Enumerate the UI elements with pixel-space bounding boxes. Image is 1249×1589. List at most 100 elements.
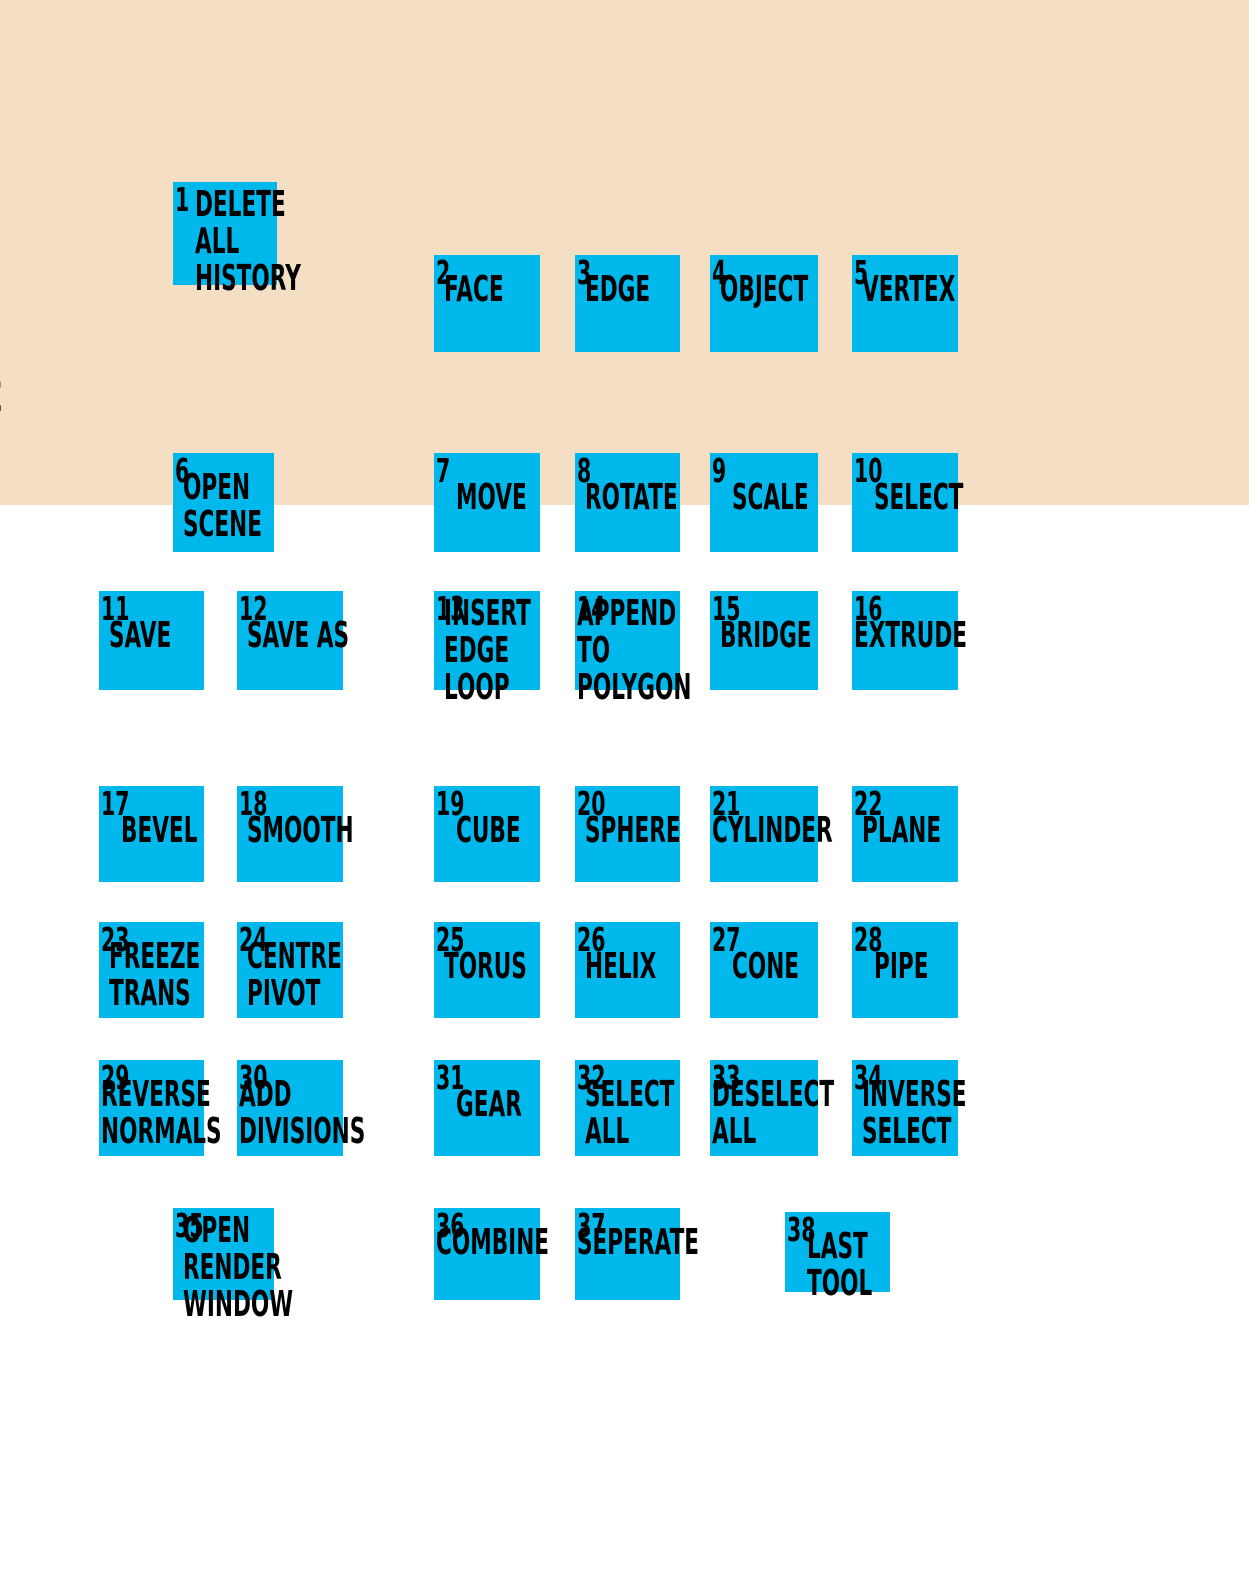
hotkey-tile[interactable]: 15 BRIDGE: [710, 591, 818, 690]
hotkey-tile-number: 13: [436, 589, 465, 628]
hotkey-tile[interactable]: 36 COMBINE: [434, 1206, 549, 1300]
hotkey-tile[interactable]: 11 SAVE: [99, 591, 204, 690]
hotkey-tile-label: INSERT EDGE LOOP: [444, 593, 531, 708]
hotkey-tile-number: 38: [787, 1210, 816, 1249]
hotkey-tile-label: REVERSE NORMALS: [101, 1074, 222, 1152]
hotkey-tile-number: 3: [577, 253, 592, 292]
hotkey-tile-number: 7: [436, 451, 451, 490]
hotkey-tile-number: 21: [712, 784, 741, 823]
hotkey-tile[interactable]: 16 EXTRUDE: [852, 589, 967, 690]
hotkey-tile-number: 6: [175, 451, 190, 490]
hotkey-tile-label: CENTRE PIVOT: [247, 936, 342, 1014]
hotkey-tile-number: 34: [854, 1058, 883, 1097]
hotkey-tile-number: 15: [712, 589, 741, 628]
hotkey-tile[interactable]: 24 CENTRE PIVOT: [237, 922, 343, 1018]
hotkey-tile[interactable]: 23 FREEZE TRANS: [99, 922, 204, 1018]
hotkey-tile-label: APPEND TO POLYGON: [577, 593, 692, 708]
hotkey-tile-label: EXTRUDE: [854, 615, 968, 656]
hotkey-tile-label: CUBE: [456, 810, 521, 851]
hotkey-tile-label: FACE: [444, 269, 504, 310]
hotkey-tile-number: 18: [239, 784, 268, 823]
hotkey-tile-label: OPEN SCENE: [183, 467, 263, 545]
hotkey-tile-label: VERTEX: [862, 269, 956, 310]
hotkey-tile[interactable]: 5 VERTEX: [852, 255, 958, 352]
hotkey-tile-number: 24: [239, 920, 268, 959]
hotkey-tile[interactable]: 6 OPEN SCENE: [173, 453, 274, 552]
hotkey-tile-number: 12: [239, 589, 268, 628]
hotkey-tile-number: 29: [101, 1058, 130, 1097]
hotkey-tile[interactable]: 33 DESELECT ALL: [710, 1058, 834, 1156]
hotkey-tile-number: 8: [577, 451, 592, 490]
hotkey-tile[interactable]: 38 LAST TOOL: [785, 1210, 890, 1302]
hotkey-tile-label: ADD DIVISIONS: [239, 1074, 366, 1152]
hotkey-tile-label: SELECT ALL: [585, 1074, 675, 1152]
hotkey-tile-label: SAVE: [109, 615, 172, 656]
hotkey-tile-label: HELIX: [585, 946, 657, 987]
hotkey-tile-label: OBJECT: [720, 269, 809, 310]
hotkey-tile-number: 10: [854, 451, 883, 490]
hotkey-tile-label: BEVEL: [121, 810, 198, 851]
hotkey-tile[interactable]: 29 REVERSE NORMALS: [99, 1058, 222, 1156]
hotkey-tile[interactable]: 1 DELETE ALL HISTORY: [173, 180, 301, 297]
hotkey-tile-number: 4: [712, 253, 727, 292]
hotkey-tile[interactable]: 28 PIPE: [852, 922, 958, 1018]
hotkey-tile[interactable]: 34 INVERSE SELECT: [852, 1058, 967, 1156]
hotkey-tile[interactable]: 26 HELIX: [575, 922, 680, 1018]
hotkey-tile-label: SMOOTH: [247, 810, 354, 851]
hotkey-tile-number: 36: [436, 1206, 465, 1245]
hotkey-tile[interactable]: 8 ROTATE: [575, 453, 680, 552]
hotkey-tile-label: FREEZE TRANS: [109, 936, 201, 1014]
hotkey-tile-number: 19: [436, 784, 465, 823]
hotkey-tile-label: PLANE: [862, 810, 942, 851]
hotkey-tile-number: 16: [854, 589, 883, 628]
hotkey-tile[interactable]: 19 CUBE: [434, 786, 540, 882]
hotkey-tile-label: SELECT: [874, 477, 964, 518]
hotkey-tile-label: ROTATE: [585, 477, 678, 518]
clipped-edge-letter: E: [0, 378, 2, 418]
hotkey-tile[interactable]: 17 BEVEL: [99, 786, 204, 882]
hotkey-tile-number: 9: [712, 451, 727, 490]
hotkey-tile-number: 11: [101, 589, 130, 628]
hotkey-tile[interactable]: 9 SCALE: [710, 453, 818, 552]
hotkey-tile[interactable]: 2 FACE: [434, 255, 540, 352]
hotkey-tile[interactable]: 14 APPEND TO POLYGON: [575, 589, 691, 706]
hotkey-tile-label: SEPERATE: [577, 1222, 700, 1263]
hotkey-tile-label: CYLINDER: [712, 810, 833, 851]
hotkey-tile-number: 20: [577, 784, 606, 823]
hotkey-tile-number: 14: [577, 589, 606, 628]
hotkey-tile[interactable]: 7 MOVE: [434, 453, 540, 552]
hotkey-tile-number: 35: [175, 1206, 204, 1245]
hotkey-tile-number: 23: [101, 920, 130, 959]
hotkey-tile-number: 33: [712, 1058, 741, 1097]
hotkey-tile[interactable]: 3 EDGE: [575, 255, 680, 352]
hotkey-tile-number: 17: [101, 784, 130, 823]
hotkey-tile-label: TORUS: [444, 946, 527, 987]
hotkey-tile[interactable]: 20 SPHERE: [575, 784, 681, 882]
hotkey-tile[interactable]: 4 OBJECT: [710, 255, 818, 352]
hotkey-tile-label: SAVE AS: [247, 615, 350, 656]
hotkey-tile[interactable]: 18 SMOOTH: [237, 784, 354, 882]
hotkey-tile[interactable]: 10 SELECT: [852, 451, 963, 552]
hotkey-tile-label: INVERSE SELECT: [862, 1074, 967, 1152]
hotkey-tile-label: SPHERE: [585, 810, 681, 851]
hotkey-tile-number: 32: [577, 1058, 606, 1097]
hotkey-tile[interactable]: 27 CONE: [710, 922, 818, 1018]
hotkey-tile[interactable]: 30 ADD DIVISIONS: [237, 1060, 365, 1156]
hotkey-tile-label: CONE: [732, 946, 800, 987]
hotkey-tile[interactable]: 25 TORUS: [434, 922, 540, 1018]
hotkey-tile[interactable]: 32 SELECT ALL: [575, 1060, 680, 1156]
hotkey-tile[interactable]: 35 OPEN RENDER WINDOW: [173, 1206, 293, 1323]
hotkey-tile-label: OPEN RENDER WINDOW: [183, 1210, 294, 1325]
hotkey-tile-number: 2: [436, 253, 451, 292]
hotkey-tile-number: 31: [436, 1058, 465, 1097]
hotkey-tile-number: 5: [854, 253, 869, 292]
hotkey-tile-label: DELETE ALL HISTORY: [195, 184, 301, 299]
hotkey-tile[interactable]: 21 CYLINDER: [710, 784, 833, 882]
hotkey-tile[interactable]: 37 SEPERATE: [575, 1208, 699, 1300]
hotkey-tile[interactable]: 31 GEAR: [434, 1060, 540, 1156]
hotkey-tile[interactable]: 12 SAVE AS: [237, 589, 349, 690]
hotkey-tile[interactable]: 13 INSERT EDGE LOOP: [434, 589, 540, 706]
hotkey-tile[interactable]: 22 PLANE: [852, 786, 958, 882]
hotkey-tile-number: 1: [175, 180, 190, 219]
hotkey-tile-label: GEAR: [456, 1084, 522, 1125]
